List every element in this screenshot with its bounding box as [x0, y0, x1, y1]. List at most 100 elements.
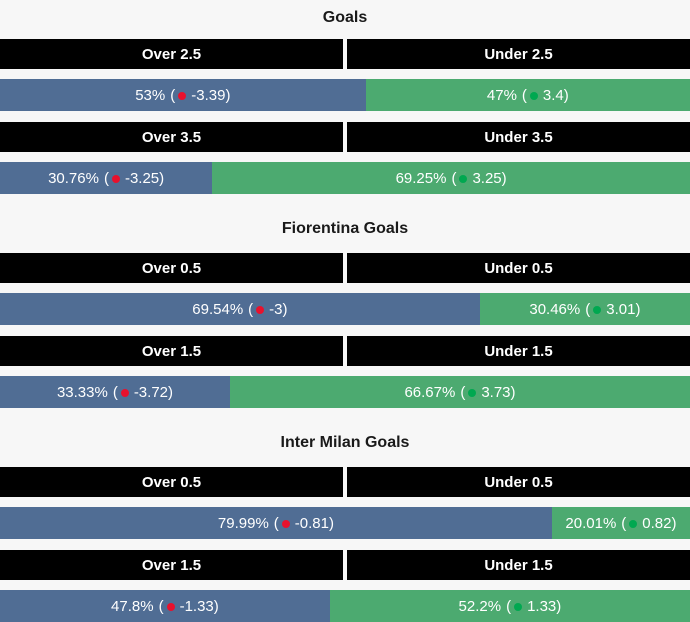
under-bar-text: 52.2% ( 1.33 ): [459, 598, 562, 615]
under-odds: 1.33: [527, 597, 557, 615]
over-header-label: Over 0.5: [141, 259, 202, 277]
under-header-label: Under 0.5: [484, 473, 553, 491]
paren-open: (: [158, 597, 164, 615]
section-inter-milan-goals: Inter Milan Goals Over 0.5 Under 0.5 79.…: [0, 419, 690, 622]
over-header-label: Over 0.5: [141, 473, 202, 491]
under-bar-text: 30.46% ( 3.01 ): [529, 301, 640, 318]
paren-close: ): [213, 597, 219, 615]
under-pct: 66.67%: [404, 383, 456, 401]
under-bar: 69.25% ( 3.25 ): [212, 162, 690, 194]
market-over-under-3-5: Over 3.5 Under 3.5 30.76% ( -3.25 ): [0, 122, 690, 194]
over-odds: -0.81: [294, 514, 329, 532]
over-bar: 69.54% ( -3 ): [0, 293, 480, 325]
over-bar-text: 53% ( -3.39 ): [135, 87, 230, 104]
under-header-label: Under 0.5: [484, 259, 553, 277]
negative-dot-icon: [178, 91, 187, 100]
market-bars: 33.33% ( -3.72 ) 66.67% ( 3.73 ): [0, 376, 690, 408]
section-fiorentina-goals: Fiorentina Goals Over 0.5 Under 0.5 69.5…: [0, 205, 690, 408]
paren-open: (: [112, 383, 118, 401]
under-header-label: Under 3.5: [484, 128, 553, 146]
section-goals: Goals Over 2.5 Under 2.5 53% ( -3.39: [0, 0, 690, 194]
positive-dot-icon: [514, 602, 523, 611]
header-divider: [343, 336, 347, 366]
market-headers: Over 0.5 Under 0.5: [0, 253, 690, 283]
paren-open: (: [506, 597, 512, 615]
market-headers: Over 1.5 Under 1.5: [0, 550, 690, 580]
market-bars: 30.76% ( -3.25 ) 69.25% ( 3.25 ): [0, 162, 690, 194]
market-over-under-0-5: Over 0.5 Under 0.5 79.99% ( -0.81 ): [0, 467, 690, 539]
over-odds: -3: [269, 300, 283, 318]
paren-close: ): [329, 514, 334, 532]
market-headers: Over 1.5 Under 1.5: [0, 336, 690, 366]
paren-open: (: [273, 514, 279, 532]
over-header-label: Over 3.5: [141, 128, 202, 146]
market-headers: Over 2.5 Under 2.5: [0, 39, 690, 69]
market-over-under-2-5: Over 2.5 Under 2.5 53% ( -3.39 ): [0, 39, 690, 111]
under-bar-text: 20.01% ( 0.82 ): [565, 515, 676, 532]
over-bar: 30.76% ( -3.25 ): [0, 162, 213, 194]
over-pct: 30.76%: [48, 169, 99, 187]
over-pct: 79.99%: [217, 514, 269, 532]
market-bars: 47.8% ( -1.33 ) 52.2% ( 1.33 ): [0, 590, 690, 622]
under-odds: 3.01: [606, 300, 636, 318]
section-title: Fiorentina Goals: [281, 220, 409, 237]
under-pct: 30.46%: [529, 300, 581, 318]
over-header: Over 3.5: [0, 122, 343, 152]
over-header-label: Over 1.5: [141, 342, 202, 360]
over-bar: 53% ( -3.39 ): [0, 79, 366, 111]
positive-dot-icon: [529, 91, 538, 100]
paren-close: ): [501, 169, 507, 187]
paren-open: (: [585, 300, 591, 318]
section-title: Inter Milan Goals: [280, 434, 410, 451]
over-odds: -3.72: [133, 383, 169, 401]
over-header-label: Over 2.5: [141, 45, 202, 63]
paren-close: ): [635, 300, 641, 318]
header-divider: [343, 550, 347, 580]
paren-open: (: [460, 383, 466, 401]
over-bar-text: 47.8% ( -1.33 ): [111, 598, 219, 615]
under-pct: 52.2%: [458, 597, 502, 615]
positive-dot-icon: [459, 174, 468, 183]
positive-dot-icon: [468, 388, 477, 397]
over-odds: -1.33: [179, 597, 214, 615]
over-bar-text: 30.76% ( -3.25 ): [48, 170, 164, 187]
market-headers: Over 0.5 Under 0.5: [0, 467, 690, 497]
paren-close: ): [671, 514, 677, 532]
negative-dot-icon: [166, 602, 175, 611]
under-bar: 20.01% ( 0.82 ): [551, 507, 690, 539]
negative-dot-icon: [281, 519, 290, 528]
header-divider: [343, 467, 347, 497]
over-header: Over 1.5: [0, 336, 343, 366]
paren-close: ): [510, 383, 516, 401]
paren-open: (: [103, 169, 109, 187]
over-pct: 33.33%: [56, 383, 108, 401]
under-bar-text: 47% ( 3.4 ): [487, 87, 569, 104]
paren-open: (: [170, 86, 176, 104]
under-bar: 47% ( 3.4 ): [365, 79, 690, 111]
paren-open: (: [248, 300, 254, 318]
over-odds: -3.25: [124, 169, 160, 187]
over-pct: 53%: [135, 86, 166, 104]
under-header: Under 0.5: [347, 467, 690, 497]
negative-dot-icon: [120, 388, 129, 397]
under-pct: 47%: [486, 86, 517, 104]
under-odds: 3.25: [472, 169, 502, 187]
paren-close: ): [563, 86, 569, 104]
over-header: Over 2.5: [0, 39, 343, 69]
under-bar-text: 69.25% ( 3.25 ): [396, 170, 507, 187]
under-header: Under 2.5: [347, 39, 690, 69]
paren-close: ): [282, 300, 288, 318]
over-bar-text: 79.99% ( -0.81 ): [218, 515, 334, 532]
over-bar: 47.8% ( -1.33 ): [0, 590, 330, 622]
under-bar: 52.2% ( 1.33 ): [329, 590, 690, 622]
over-header-label: Over 1.5: [141, 556, 202, 574]
header-divider: [343, 122, 347, 152]
paren-close: ): [159, 169, 165, 187]
under-header-label: Under 2.5: [484, 45, 553, 63]
under-header-label: Under 1.5: [484, 556, 553, 574]
market-over-under-1-5: Over 1.5 Under 1.5 33.33% ( -3.72 ): [0, 336, 690, 408]
over-header: Over 0.5: [0, 253, 343, 283]
positive-dot-icon: [629, 519, 638, 528]
under-odds: 3.73: [481, 383, 511, 401]
